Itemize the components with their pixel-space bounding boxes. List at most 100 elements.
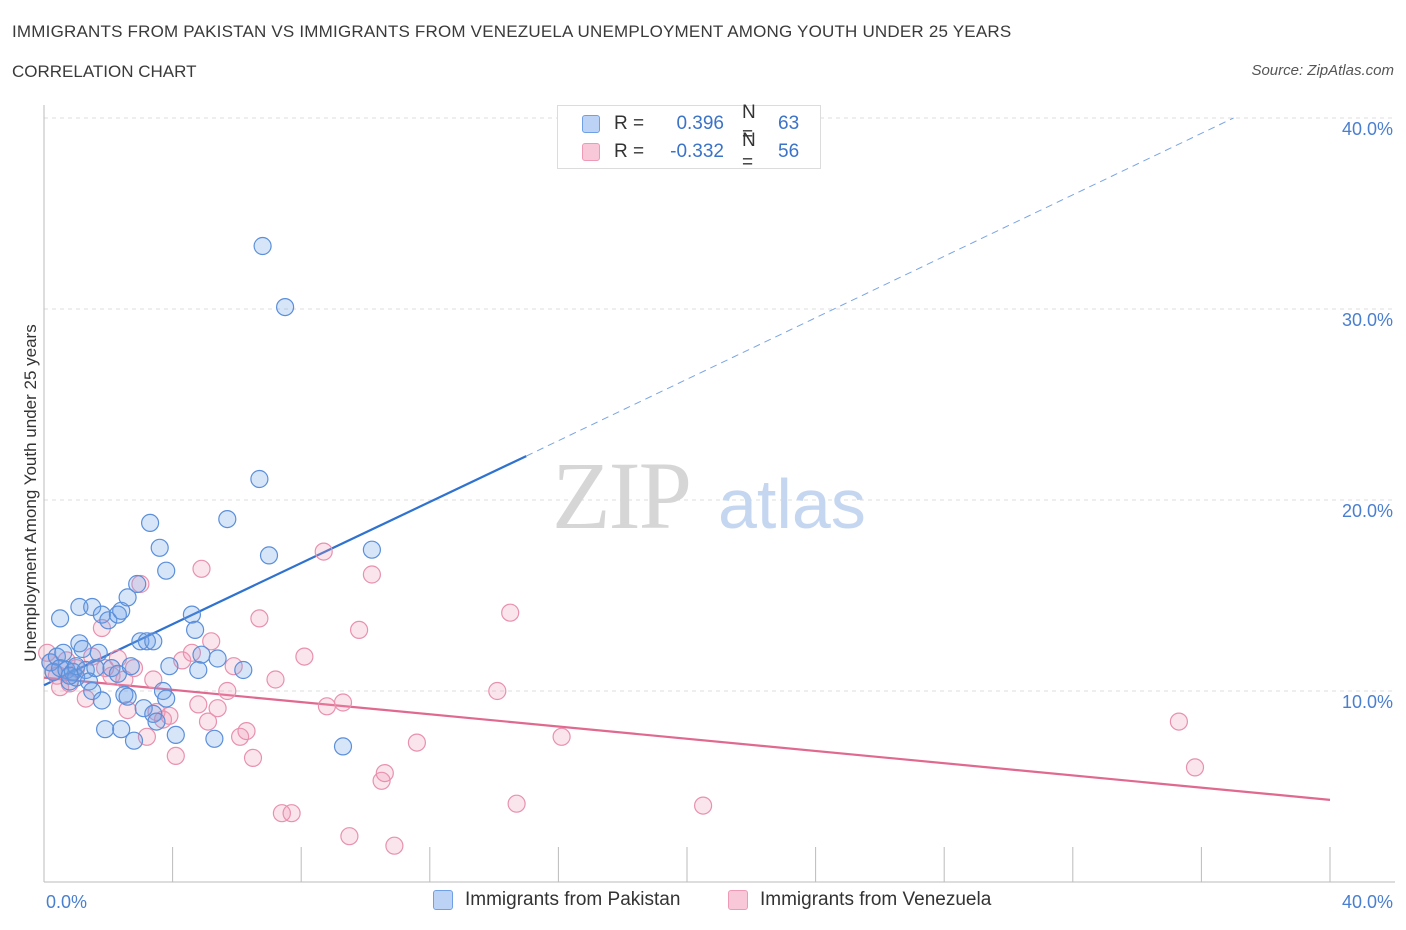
trend-lines: [43, 117, 1331, 801]
pakistan-point: [182, 605, 201, 624]
pakistan-point: [60, 666, 79, 685]
pakistan-point: [83, 681, 102, 701]
venezuela-point: [38, 643, 57, 662]
grid-lines: [44, 117, 1395, 692]
venezuela-point: [224, 657, 243, 676]
pakistan-point: [124, 731, 144, 750]
pakistan-point: [73, 639, 92, 659]
n-label: N =: [742, 130, 756, 173]
venezuela-swatch: [582, 143, 600, 161]
axes: [43, 105, 1395, 883]
pakistan-point: [147, 712, 166, 731]
pakistan-point: [89, 643, 108, 662]
watermark-atlas: atlas: [718, 465, 866, 543]
pakistan-point: [92, 691, 112, 710]
venezuela-point: [124, 658, 144, 678]
watermark-zip: ZIP: [552, 442, 690, 549]
pakistan-point: [218, 509, 237, 529]
pakistan-point: [192, 645, 211, 664]
n-value: 63: [778, 113, 800, 134]
pakistan-point: [160, 657, 179, 676]
pakistan-point: [166, 725, 185, 745]
pakistan-point: [134, 699, 153, 718]
legend-item-venezuela[interactable]: Immigrants from Venezuela: [728, 889, 991, 911]
venezuela-point: [272, 804, 291, 823]
venezuela-point: [507, 794, 526, 813]
y-axis-label: Unemployment Among Youth under 25 years: [21, 324, 40, 661]
venezuela-point: [314, 542, 333, 561]
pakistan-point: [234, 660, 253, 680]
n-value: 56: [778, 141, 800, 162]
pakistan-trend-line: [43, 455, 527, 687]
y-tick-label: 20.0%: [1342, 501, 1393, 521]
venezuela-point: [1185, 758, 1205, 777]
venezuela-point: [250, 609, 269, 628]
venezuela-point: [202, 632, 221, 651]
venezuela-point: [333, 693, 353, 712]
pakistan-point: [115, 685, 134, 704]
r-label: R =: [614, 141, 645, 162]
pakistan-point: [83, 597, 102, 617]
pakistan-point: [128, 574, 147, 594]
venezuela-point: [350, 620, 369, 640]
y-tick-label: 30.0%: [1342, 310, 1393, 330]
r-value: 0.396: [676, 113, 724, 134]
venezuela-point: [76, 689, 95, 708]
pakistan-point: [54, 643, 73, 662]
venezuela-point: [375, 763, 394, 783]
legend-label-pakistan: Immigrants from Pakistan: [465, 889, 681, 910]
pakistan-point: [118, 687, 137, 706]
pakistan-point: [253, 236, 272, 256]
venezuela-point: [340, 827, 359, 846]
source-label: Source: ZipAtlas.com: [1251, 62, 1394, 79]
y-tick-label: 10.0%: [1342, 692, 1393, 712]
chart-subtitle: CORRELATION CHART: [12, 62, 197, 81]
venezuela-point: [385, 836, 404, 855]
venezuela-point: [501, 603, 520, 622]
series-legend: Immigrants from Pakistan Immigrants from…: [0, 889, 1406, 915]
data-points: [38, 236, 1205, 855]
pakistan-point: [112, 720, 131, 739]
venezuela-point: [189, 695, 208, 714]
pakistan-point: [50, 609, 70, 628]
pakistan-swatch: [582, 115, 600, 133]
pakistan-legend-swatch: [433, 890, 453, 910]
venezuela-point: [362, 565, 381, 584]
pakistan-point: [189, 660, 208, 680]
x-tick-label: 0.0%: [46, 892, 87, 912]
venezuela-point: [266, 670, 285, 689]
venezuela-point: [282, 804, 301, 823]
pakistan-point: [57, 660, 76, 680]
venezuela-point: [118, 700, 137, 720]
pakistan-point: [70, 634, 89, 653]
r-value: -0.332: [670, 141, 724, 162]
venezuela-trend-line: [43, 676, 1331, 801]
y-tick-label: 40.0%: [1342, 119, 1393, 139]
n-label: N =: [742, 102, 756, 145]
pakistan-point: [121, 657, 140, 676]
pakistan-point: [276, 298, 295, 317]
venezuela-point: [317, 697, 336, 716]
stats-legend-row-venezuela: R = -0.332 N = 56: [582, 130, 800, 173]
pakistan-point: [118, 588, 137, 607]
stats-legend-row-pakistan: R = 0.396 N = 63: [582, 102, 800, 145]
pakistan-point: [137, 632, 156, 651]
watermark: ZIP atlas: [552, 442, 866, 549]
venezuela-point: [237, 721, 256, 741]
pakistan-point: [99, 611, 118, 630]
legend-item-pakistan[interactable]: Immigrants from Pakistan: [433, 889, 680, 911]
pakistan-point: [362, 540, 381, 559]
pakistan-point: [250, 469, 269, 489]
pakistan-point: [333, 737, 353, 756]
r-label: R =: [614, 113, 645, 134]
venezuela-point: [243, 748, 263, 768]
venezuela-point: [198, 712, 218, 731]
pakistan-trend-extension: [526, 117, 1234, 457]
pakistan-point: [157, 561, 176, 580]
venezuela-legend-swatch: [728, 890, 748, 910]
venezuela-point: [488, 681, 507, 701]
venezuela-point: [552, 727, 571, 746]
venezuela-point: [208, 699, 227, 718]
pakistan-point: [186, 620, 205, 640]
